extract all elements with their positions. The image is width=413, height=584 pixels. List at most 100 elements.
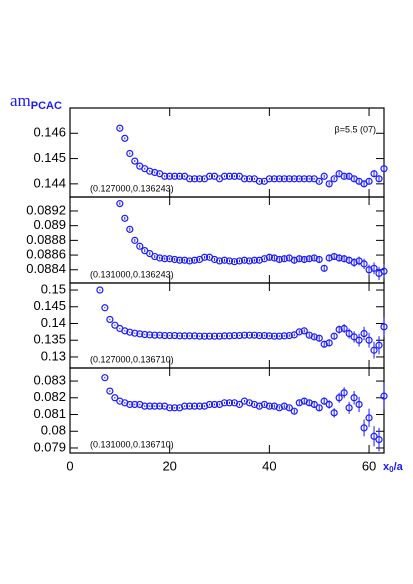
- marker: [255, 331, 263, 340]
- marker: [340, 172, 348, 180]
- marker: [305, 255, 313, 263]
- marker: [210, 332, 219, 340]
- marker: [215, 332, 224, 340]
- marker: [186, 402, 194, 410]
- marker: [191, 256, 199, 264]
- marker: [270, 254, 278, 262]
- marker: [245, 175, 254, 183]
- marker: [340, 389, 348, 397]
- panel: 0.130.135 0.14 0.145 0.15 (0.127000,0.136710…: [33, 281, 388, 369]
- marker: [101, 374, 109, 382]
- annotation: (0.131000,0.136243): [90, 269, 174, 279]
- marker: [126, 400, 134, 409]
- marker: [275, 175, 283, 183]
- x-tick-label: 40: [262, 458, 276, 473]
- marker: [220, 172, 229, 180]
- marker: [340, 324, 348, 333]
- marker: [191, 402, 199, 410]
- marker: [320, 397, 328, 405]
- marker: [205, 332, 214, 340]
- marker: [235, 257, 244, 265]
- marker: [375, 341, 383, 349]
- marker: [295, 255, 303, 263]
- marker: [370, 264, 378, 272]
- marker: [240, 256, 249, 264]
- marker: [295, 328, 303, 336]
- marker: [285, 175, 293, 183]
- marker: [335, 254, 343, 262]
- marker: [161, 255, 169, 263]
- marker: [186, 257, 194, 265]
- y-tick-label: 0.0892: [26, 202, 66, 217]
- marker: [156, 402, 164, 410]
- marker: [325, 339, 333, 347]
- marker: [380, 267, 388, 275]
- marker: [360, 424, 368, 432]
- marker: [330, 175, 338, 183]
- marker: [315, 334, 323, 342]
- marker: [265, 175, 273, 183]
- marker: [111, 321, 119, 329]
- marker: [330, 409, 338, 417]
- marker: [96, 286, 104, 294]
- marker: [320, 340, 328, 348]
- marker: [375, 175, 383, 183]
- marker: [181, 332, 189, 340]
- marker: [275, 332, 283, 340]
- y-tick-label: 0.146: [33, 125, 66, 140]
- marker: [260, 331, 268, 340]
- marker: [305, 175, 313, 183]
- marker: [250, 256, 259, 264]
- marker: [340, 255, 348, 263]
- marker: [325, 180, 333, 188]
- marker: [126, 225, 134, 233]
- marker: [290, 256, 298, 264]
- marker: [295, 175, 303, 183]
- marker: [325, 400, 333, 409]
- y-tick-label: 0.079: [33, 439, 66, 454]
- marker: [265, 332, 273, 340]
- marker: [126, 328, 134, 336]
- marker: [300, 175, 308, 183]
- marker: [131, 236, 139, 244]
- marker: [166, 331, 174, 340]
- marker: [380, 323, 388, 331]
- annotation: (0.131000,0.136710): [90, 439, 174, 449]
- marker: [176, 172, 184, 180]
- marker: [310, 400, 318, 409]
- marker: [350, 258, 358, 267]
- y-tick-label: 0.082: [33, 389, 66, 404]
- marker: [365, 414, 373, 422]
- marker: [176, 256, 184, 264]
- marker: [166, 404, 174, 412]
- marker: [126, 149, 134, 158]
- marker: [101, 304, 109, 312]
- marker: [350, 394, 358, 402]
- marker: [335, 325, 343, 334]
- y-tick-label: 0.14: [41, 315, 66, 330]
- marker: [171, 255, 179, 264]
- marker: [260, 255, 268, 263]
- panel: 0.144 0.145 0.146 (0.127000,0.136243) β=5.5 …: [10, 91, 388, 198]
- marker: [360, 260, 368, 268]
- marker: [106, 315, 114, 324]
- marker: [161, 331, 169, 340]
- marker: [355, 336, 363, 344]
- marker: [345, 329, 353, 338]
- marker: [195, 175, 204, 183]
- marker: [230, 331, 239, 340]
- marker: [290, 331, 298, 339]
- marker: [225, 257, 234, 265]
- marker: [151, 168, 159, 177]
- marker: [210, 255, 219, 264]
- marker: [240, 331, 249, 339]
- marker: [265, 402, 273, 410]
- marker: [111, 394, 119, 402]
- x-axis-label: x0/a: [383, 461, 404, 474]
- y-tick-label: 0.145: [33, 298, 66, 313]
- y-tick-label: 0.13: [41, 348, 66, 363]
- x-tick-label: 0: [66, 458, 73, 473]
- marker: [225, 399, 234, 407]
- marker: [275, 255, 283, 264]
